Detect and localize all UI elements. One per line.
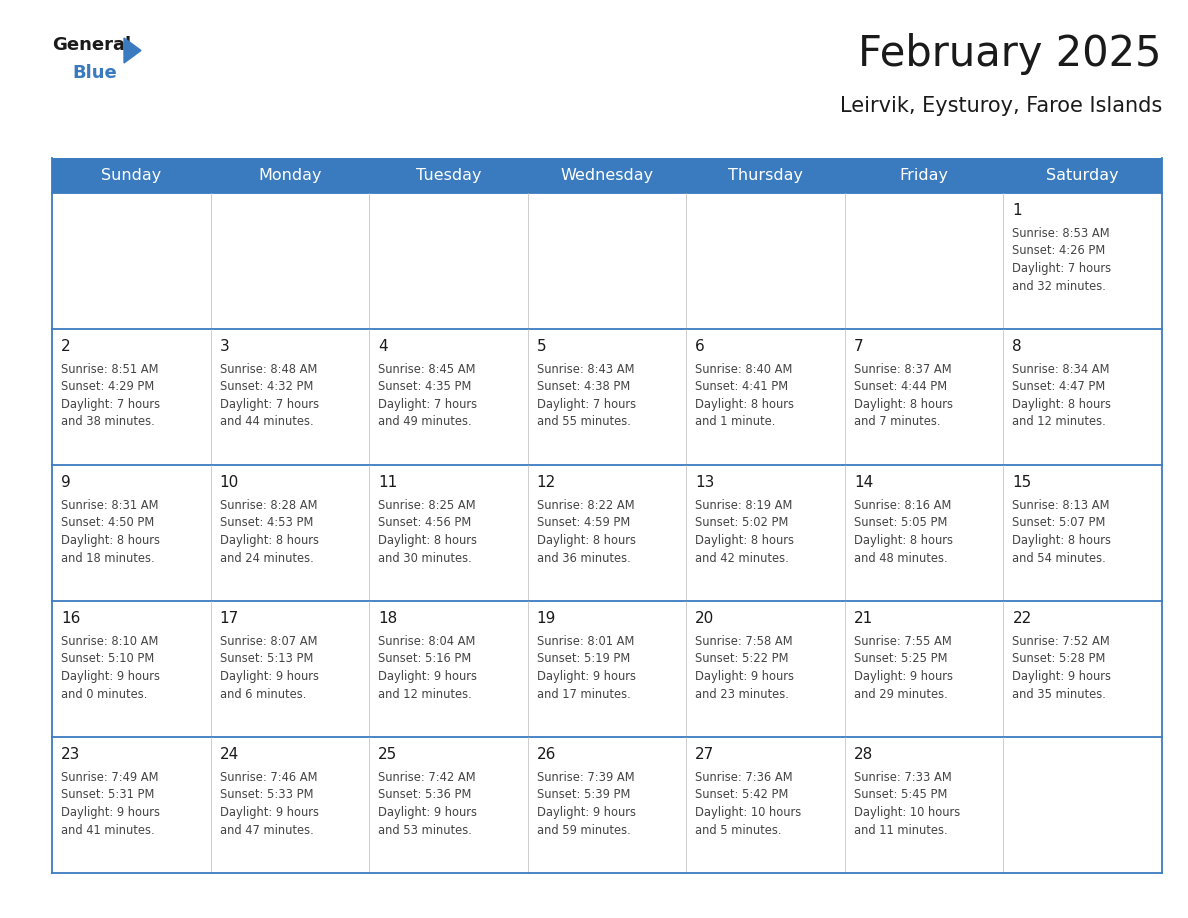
Text: Sunrise: 7:55 AM
Sunset: 5:25 PM
Daylight: 9 hours
and 29 minutes.: Sunrise: 7:55 AM Sunset: 5:25 PM Dayligh…	[854, 635, 953, 700]
Text: Monday: Monday	[258, 168, 322, 183]
Text: Sunrise: 8:31 AM
Sunset: 4:50 PM
Daylight: 8 hours
and 18 minutes.: Sunrise: 8:31 AM Sunset: 4:50 PM Dayligh…	[61, 499, 160, 565]
Bar	[52, 193, 1162, 329]
Text: Sunrise: 8:19 AM
Sunset: 5:02 PM
Daylight: 8 hours
and 42 minutes.: Sunrise: 8:19 AM Sunset: 5:02 PM Dayligh…	[695, 499, 795, 565]
Text: Sunrise: 7:39 AM
Sunset: 5:39 PM
Daylight: 9 hours
and 59 minutes.: Sunrise: 7:39 AM Sunset: 5:39 PM Dayligh…	[537, 771, 636, 836]
Text: Sunrise: 7:46 AM
Sunset: 5:33 PM
Daylight: 9 hours
and 47 minutes.: Sunrise: 7:46 AM Sunset: 5:33 PM Dayligh…	[220, 771, 318, 836]
Text: Sunrise: 7:36 AM
Sunset: 5:42 PM
Daylight: 10 hours
and 5 minutes.: Sunrise: 7:36 AM Sunset: 5:42 PM Dayligh…	[695, 771, 802, 836]
Text: Sunrise: 8:43 AM
Sunset: 4:38 PM
Daylight: 7 hours
and 55 minutes.: Sunrise: 8:43 AM Sunset: 4:38 PM Dayligh…	[537, 363, 636, 429]
Text: Sunrise: 8:04 AM
Sunset: 5:16 PM
Daylight: 9 hours
and 12 minutes.: Sunrise: 8:04 AM Sunset: 5:16 PM Dayligh…	[378, 635, 478, 700]
Bar	[52, 329, 1162, 465]
Text: 19: 19	[537, 611, 556, 626]
Text: Sunrise: 8:45 AM
Sunset: 4:35 PM
Daylight: 7 hours
and 49 minutes.: Sunrise: 8:45 AM Sunset: 4:35 PM Dayligh…	[378, 363, 478, 429]
Text: 14: 14	[854, 475, 873, 490]
Text: General: General	[52, 36, 131, 54]
Text: Blue: Blue	[72, 64, 116, 82]
Text: Sunrise: 8:13 AM
Sunset: 5:07 PM
Daylight: 8 hours
and 54 minutes.: Sunrise: 8:13 AM Sunset: 5:07 PM Dayligh…	[1012, 499, 1112, 565]
Text: Thursday: Thursday	[728, 168, 803, 183]
Text: Sunrise: 8:07 AM
Sunset: 5:13 PM
Daylight: 9 hours
and 6 minutes.: Sunrise: 8:07 AM Sunset: 5:13 PM Dayligh…	[220, 635, 318, 700]
Text: Sunrise: 8:16 AM
Sunset: 5:05 PM
Daylight: 8 hours
and 48 minutes.: Sunrise: 8:16 AM Sunset: 5:05 PM Dayligh…	[854, 499, 953, 565]
Text: 2: 2	[61, 339, 70, 354]
Polygon shape	[124, 38, 141, 63]
Text: 1: 1	[1012, 203, 1022, 218]
Text: Sunrise: 8:25 AM
Sunset: 4:56 PM
Daylight: 8 hours
and 30 minutes.: Sunrise: 8:25 AM Sunset: 4:56 PM Dayligh…	[378, 499, 478, 565]
Text: 16: 16	[61, 611, 81, 626]
Text: Sunrise: 8:28 AM
Sunset: 4:53 PM
Daylight: 8 hours
and 24 minutes.: Sunrise: 8:28 AM Sunset: 4:53 PM Dayligh…	[220, 499, 318, 565]
Text: 8: 8	[1012, 339, 1022, 354]
Text: 17: 17	[220, 611, 239, 626]
Text: 13: 13	[695, 475, 715, 490]
Text: Sunrise: 8:53 AM
Sunset: 4:26 PM
Daylight: 7 hours
and 32 minutes.: Sunrise: 8:53 AM Sunset: 4:26 PM Dayligh…	[1012, 227, 1112, 293]
Text: 22: 22	[1012, 611, 1031, 626]
Text: 3: 3	[220, 339, 229, 354]
Text: 24: 24	[220, 747, 239, 762]
Text: Sunrise: 8:48 AM
Sunset: 4:32 PM
Daylight: 7 hours
and 44 minutes.: Sunrise: 8:48 AM Sunset: 4:32 PM Dayligh…	[220, 363, 318, 429]
Text: 9: 9	[61, 475, 71, 490]
Text: 7: 7	[854, 339, 864, 354]
Bar	[52, 737, 1162, 873]
Text: Sunrise: 8:37 AM
Sunset: 4:44 PM
Daylight: 8 hours
and 7 minutes.: Sunrise: 8:37 AM Sunset: 4:44 PM Dayligh…	[854, 363, 953, 429]
Text: Sunday: Sunday	[101, 168, 162, 183]
Text: 25: 25	[378, 747, 398, 762]
Text: February 2025: February 2025	[859, 33, 1162, 75]
Text: 11: 11	[378, 475, 398, 490]
Text: 5: 5	[537, 339, 546, 354]
Text: 26: 26	[537, 747, 556, 762]
Text: Sunrise: 8:51 AM
Sunset: 4:29 PM
Daylight: 7 hours
and 38 minutes.: Sunrise: 8:51 AM Sunset: 4:29 PM Dayligh…	[61, 363, 160, 429]
Text: 23: 23	[61, 747, 81, 762]
Text: Sunrise: 8:40 AM
Sunset: 4:41 PM
Daylight: 8 hours
and 1 minute.: Sunrise: 8:40 AM Sunset: 4:41 PM Dayligh…	[695, 363, 795, 429]
Text: 28: 28	[854, 747, 873, 762]
Text: 20: 20	[695, 611, 714, 626]
Bar	[52, 158, 1162, 193]
Text: Sunrise: 8:34 AM
Sunset: 4:47 PM
Daylight: 8 hours
and 12 minutes.: Sunrise: 8:34 AM Sunset: 4:47 PM Dayligh…	[1012, 363, 1112, 429]
Text: Saturday: Saturday	[1047, 168, 1119, 183]
Text: Sunrise: 7:58 AM
Sunset: 5:22 PM
Daylight: 9 hours
and 23 minutes.: Sunrise: 7:58 AM Sunset: 5:22 PM Dayligh…	[695, 635, 795, 700]
Text: 10: 10	[220, 475, 239, 490]
Text: 27: 27	[695, 747, 714, 762]
Text: Sunrise: 7:52 AM
Sunset: 5:28 PM
Daylight: 9 hours
and 35 minutes.: Sunrise: 7:52 AM Sunset: 5:28 PM Dayligh…	[1012, 635, 1112, 700]
Text: 15: 15	[1012, 475, 1031, 490]
Bar	[52, 465, 1162, 601]
Text: Sunrise: 7:33 AM
Sunset: 5:45 PM
Daylight: 10 hours
and 11 minutes.: Sunrise: 7:33 AM Sunset: 5:45 PM Dayligh…	[854, 771, 960, 836]
Text: Sunrise: 7:49 AM
Sunset: 5:31 PM
Daylight: 9 hours
and 41 minutes.: Sunrise: 7:49 AM Sunset: 5:31 PM Dayligh…	[61, 771, 160, 836]
Text: Leirvik, Eysturoy, Faroe Islands: Leirvik, Eysturoy, Faroe Islands	[840, 96, 1162, 116]
Text: Sunrise: 8:22 AM
Sunset: 4:59 PM
Daylight: 8 hours
and 36 minutes.: Sunrise: 8:22 AM Sunset: 4:59 PM Dayligh…	[537, 499, 636, 565]
Text: 21: 21	[854, 611, 873, 626]
Text: 6: 6	[695, 339, 704, 354]
Text: 12: 12	[537, 475, 556, 490]
Text: Friday: Friday	[899, 168, 949, 183]
Text: 18: 18	[378, 611, 398, 626]
Text: Tuesday: Tuesday	[416, 168, 481, 183]
Bar	[52, 601, 1162, 737]
Text: Sunrise: 8:01 AM
Sunset: 5:19 PM
Daylight: 9 hours
and 17 minutes.: Sunrise: 8:01 AM Sunset: 5:19 PM Dayligh…	[537, 635, 636, 700]
Text: Sunrise: 8:10 AM
Sunset: 5:10 PM
Daylight: 9 hours
and 0 minutes.: Sunrise: 8:10 AM Sunset: 5:10 PM Dayligh…	[61, 635, 160, 700]
Text: Wednesday: Wednesday	[561, 168, 653, 183]
Text: Sunrise: 7:42 AM
Sunset: 5:36 PM
Daylight: 9 hours
and 53 minutes.: Sunrise: 7:42 AM Sunset: 5:36 PM Dayligh…	[378, 771, 478, 836]
Text: 4: 4	[378, 339, 387, 354]
